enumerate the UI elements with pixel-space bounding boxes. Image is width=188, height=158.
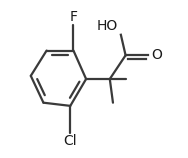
Text: O: O: [151, 48, 162, 62]
Text: HO: HO: [96, 19, 118, 33]
Text: F: F: [69, 10, 77, 24]
Text: Cl: Cl: [64, 134, 77, 148]
